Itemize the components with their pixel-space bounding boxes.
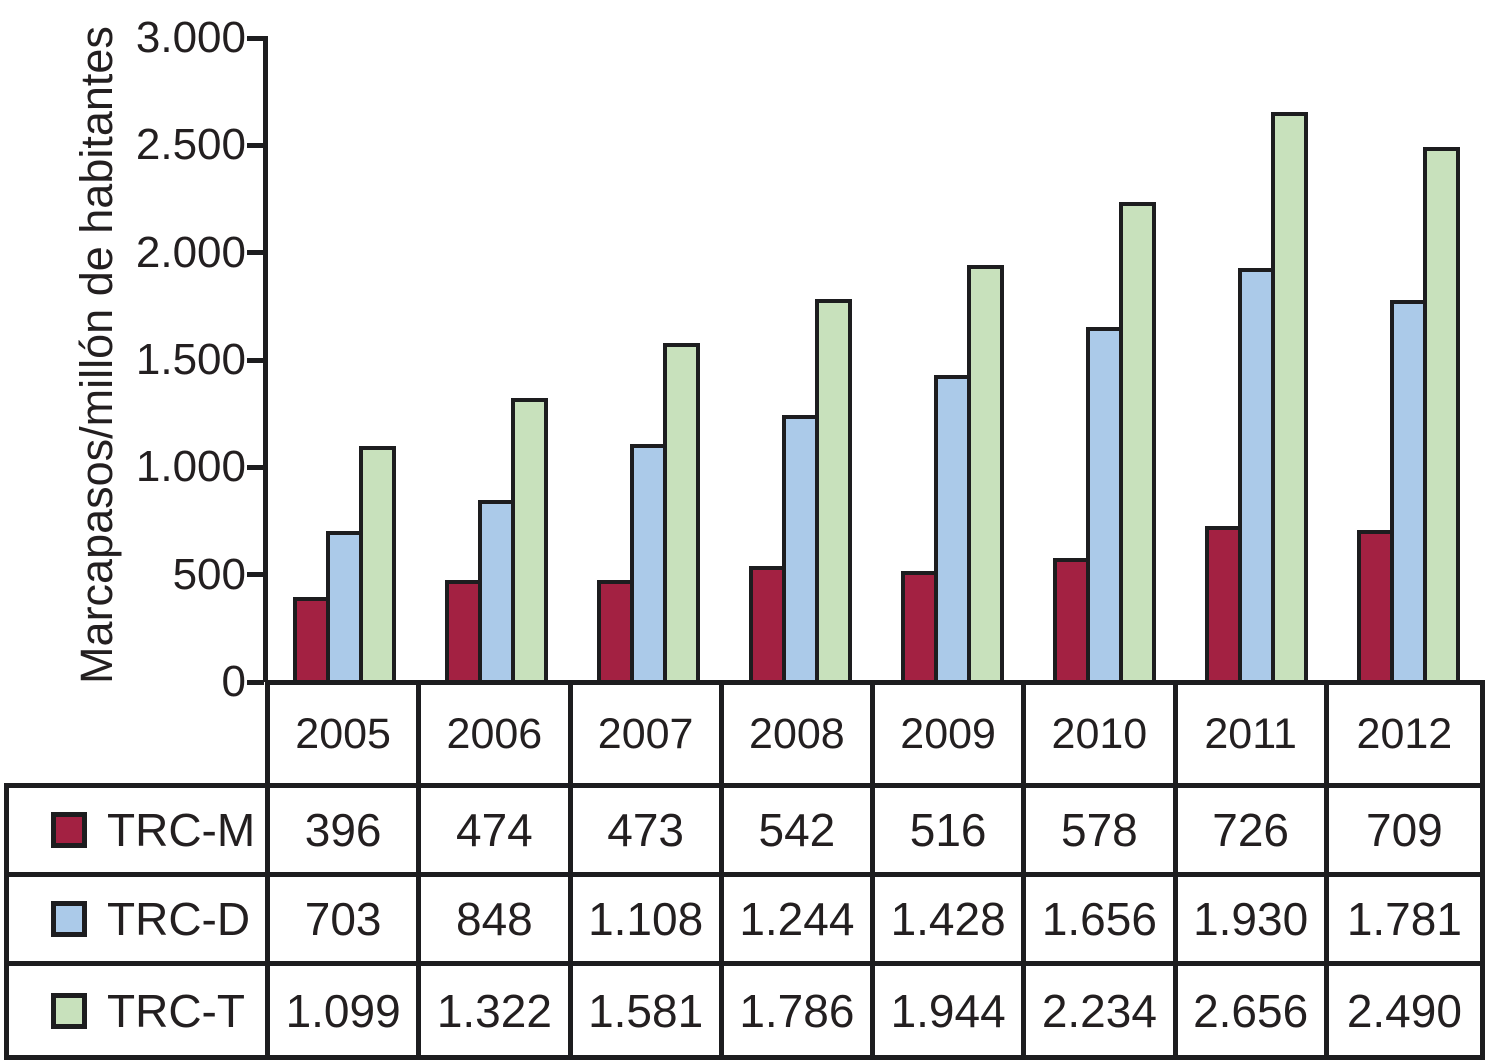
year-cell-2009: 2009 (875, 685, 1027, 783)
y-tick-mark-2000 (247, 250, 264, 256)
legend-label-trc-t: TRC-T (107, 984, 245, 1037)
value-cell-trc-d-2007: 1.108 (572, 877, 724, 966)
legend-swatch-trc-t (51, 992, 87, 1029)
year-cell-2008: 2008 (724, 685, 875, 783)
y-tick-label-0: 0 (221, 657, 246, 706)
bar-trc-d-2009 (934, 375, 972, 682)
value-cell-trc-t-2011: 2.656 (1178, 966, 1329, 1055)
y-tick-mark-500 (247, 572, 264, 578)
value-cell-trc-m-2010: 578 (1026, 788, 1178, 877)
value-cell-trc-t-2009: 1.944 (875, 966, 1027, 1055)
bar-trc-m-2011 (1205, 526, 1243, 682)
bar-group-2009 (877, 38, 1029, 682)
year-cell-2005: 2005 (270, 685, 422, 783)
legend-label-trc-d: TRC-D (107, 893, 251, 945)
bar-trc-m-2005 (292, 597, 330, 682)
y-tick-mark-3000 (247, 35, 264, 41)
value-cell-trc-t-2005: 1.099 (270, 966, 422, 1055)
bar-trc-t-2008 (814, 299, 852, 682)
bar-trc-d-2005 (325, 531, 363, 682)
legend-label-trc-m: TRC-M (107, 804, 256, 856)
bar-trc-m-2012 (1357, 530, 1395, 682)
bar-trc-d-2006 (477, 500, 515, 682)
value-cell-trc-t-2012: 2.490 (1346, 984, 1462, 1037)
value-cell-trc-t-2010: 2.234 (1026, 966, 1178, 1055)
bar-trc-t-2007 (662, 343, 700, 682)
value-cell-trc-t-2006: 1.322 (421, 966, 573, 1055)
year-cell-2010: 2010 (1026, 685, 1178, 783)
value-cell-trc-m-2005: 396 (270, 788, 422, 877)
bar-trc-d-2007 (629, 444, 667, 682)
y-tick-label-500: 500 (172, 549, 246, 599)
value-cell-trc-m-2008: 542 (723, 788, 875, 877)
value-cell-trc-d-2011: 1.930 (1177, 877, 1329, 966)
y-tick-label-2500: 2.500 (135, 120, 246, 170)
x-axis-year-header-row: 2005 2006 2007 2008 2009 2010 2011 2012 (265, 680, 1485, 783)
legend-data-table: TRC-M 396 474 473 542 516 578 726 709 TRC-D 703 848… (4, 783, 1485, 1060)
legend-swatch-trc-m (51, 812, 87, 848)
legend-cell-trc-m: TRC-M (9, 788, 270, 877)
bar-trc-m-2009 (901, 571, 939, 682)
value-cell-trc-m-2007: 473 (572, 788, 724, 877)
bar-trc-t-2010 (1119, 202, 1157, 682)
year-cell-2012: 2012 (1356, 709, 1453, 758)
bar-group-2005 (268, 38, 420, 682)
value-cell-trc-d-2005: 703 (270, 877, 422, 966)
bar-group-2012 (1333, 38, 1485, 682)
value-cell-trc-t-2007: 1.581 (573, 966, 724, 1055)
bar-group-2007 (572, 38, 724, 682)
value-cell-trc-t-2008: 1.786 (724, 966, 875, 1055)
legend-cell-trc-d: TRC-D (9, 877, 270, 966)
bar-trc-t-2006 (510, 398, 548, 682)
bar-trc-t-2012 (1423, 147, 1461, 682)
bar-trc-t-2005 (358, 446, 396, 682)
y-tick-label-1000: 1.000 (135, 442, 246, 492)
value-cell-trc-m-2006: 474 (421, 788, 573, 877)
bar-group-2006 (420, 38, 572, 682)
y-tick-label-1500: 1.500 (135, 335, 246, 384)
legend-swatch-trc-d (51, 901, 87, 937)
bar-trc-d-2012 (1390, 300, 1428, 682)
y-tick-label-3000: 3.000 (135, 13, 246, 62)
value-cell-trc-m-2012: 709 (1328, 788, 1480, 877)
bar-trc-d-2008 (781, 415, 819, 682)
year-cell-2007: 2007 (573, 685, 724, 783)
year-cell-2011: 2011 (1178, 685, 1329, 783)
value-cell-trc-m-2011: 726 (1177, 788, 1329, 877)
bar-group-2011 (1181, 38, 1333, 682)
value-cell-trc-d-2010: 1.656 (1026, 877, 1178, 966)
bar-trc-t-2011 (1271, 112, 1309, 682)
plot-area (268, 38, 1485, 682)
y-tick-mark-1500 (247, 357, 264, 363)
y-tick-mark-0 (247, 679, 264, 685)
bar-trc-m-2010 (1053, 558, 1091, 682)
bar-trc-t-2009 (967, 265, 1005, 682)
value-cell-trc-d-2009: 1.428 (875, 877, 1027, 966)
bar-trc-m-2006 (444, 580, 482, 682)
year-cell-2006: 2006 (421, 685, 573, 783)
y-tick-mark-2500 (247, 142, 264, 148)
bar-trc-d-2010 (1086, 327, 1124, 682)
y-axis-line (263, 36, 268, 682)
y-tick-mark-1000 (247, 464, 264, 470)
value-cell-trc-d-2006: 848 (421, 877, 573, 966)
value-cell-trc-m-2009: 516 (875, 788, 1027, 877)
bar-trc-d-2011 (1238, 268, 1276, 682)
value-cell-trc-d-2012: 1.781 (1328, 877, 1480, 966)
value-cell-trc-d-2008: 1.244 (723, 877, 875, 966)
bar-group-2010 (1029, 38, 1181, 682)
y-tick-label-2000: 2.000 (135, 227, 246, 277)
bar-trc-m-2008 (748, 566, 786, 682)
legend-cell-trc-t: TRC-T (9, 966, 270, 1055)
bar-group-2008 (724, 38, 876, 682)
bar-trc-m-2007 (596, 580, 634, 682)
